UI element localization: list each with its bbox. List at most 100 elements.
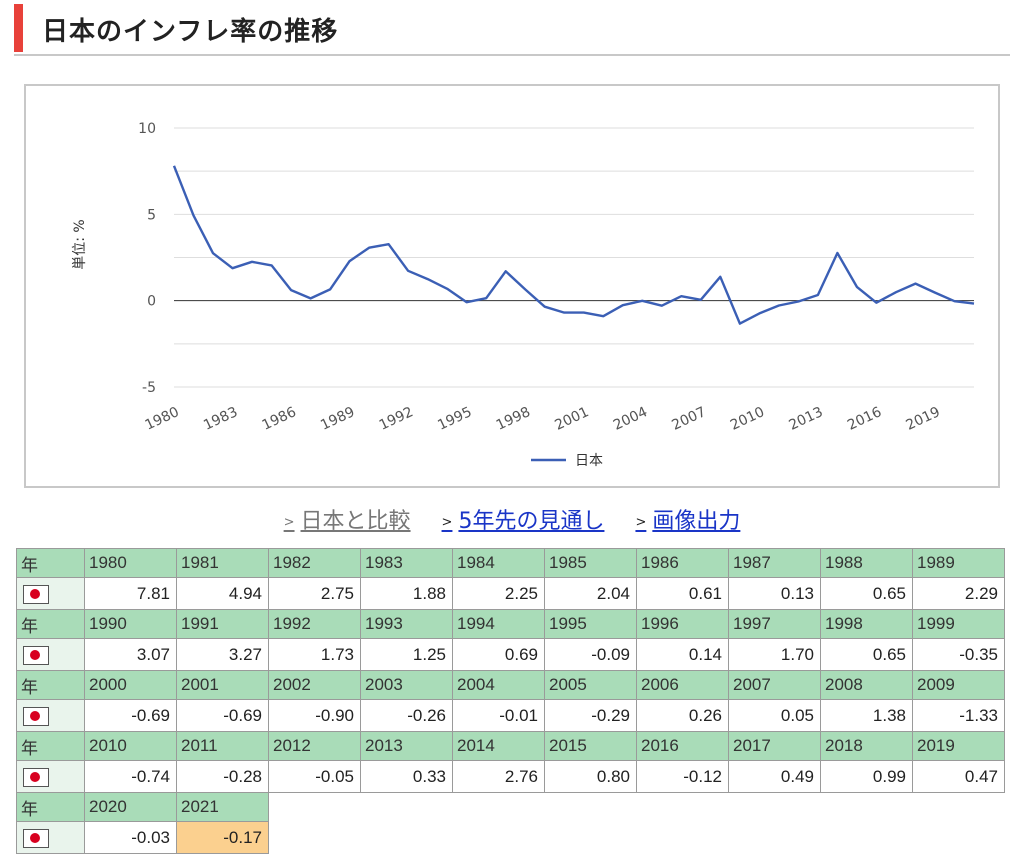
year-cell: 1996 <box>636 609 729 639</box>
x-tick-label: 1995 <box>435 404 474 434</box>
year-cell: 2004 <box>452 670 545 700</box>
year-cell: 2009 <box>912 670 1005 700</box>
year-cell: 1986 <box>636 548 729 578</box>
value-cell: -0.26 <box>360 699 453 732</box>
value-cell: -0.90 <box>268 699 361 732</box>
value-cell: 2.25 <box>452 577 545 610</box>
table-year-row: 年 2010 2011 2012 2013 2014 2015 2016 2017 2018 201… <box>16 731 1005 761</box>
flag-cell <box>16 760 85 793</box>
outlook-link[interactable]: >5年先の見通し <box>442 503 605 535</box>
table-value-row: 3.07 3.27 1.73 1.25 0.69 -0.09 0.14 1.70 0.65 -0.… <box>16 638 1005 671</box>
page-title: 日本のインフレ率の推移 <box>42 17 339 47</box>
flag-sun-disc <box>30 649 40 660</box>
table-year-row: 年 1990 1991 1992 1993 1994 1995 1996 1997 1998 199… <box>16 609 1005 639</box>
value-cell: 0.99 <box>820 760 913 793</box>
y-tick-label: 10 <box>138 121 156 137</box>
y-axis-label: 単位: % <box>72 219 88 269</box>
year-cell: 1998 <box>820 609 913 639</box>
year-cell: 2006 <box>636 670 729 700</box>
value-cell: 0.69 <box>452 638 545 671</box>
year-cell: 1981 <box>176 548 269 578</box>
year-cell: 2020 <box>84 792 177 822</box>
x-tick-label: 2013 <box>787 404 826 434</box>
value-cell: 2.76 <box>452 760 545 793</box>
empty-cell <box>360 821 453 854</box>
value-cell: 2.75 <box>268 577 361 610</box>
x-tick-label: 1998 <box>494 404 533 434</box>
series-line-japan <box>172 165 975 325</box>
year-cell: 1991 <box>176 609 269 639</box>
flag-cell <box>16 577 85 610</box>
x-tick-label: 1980 <box>143 404 182 434</box>
value-cell: 0.61 <box>636 577 729 610</box>
year-cell: 2005 <box>544 670 637 700</box>
empty-cell <box>728 821 821 854</box>
value-cell: 1.73 <box>268 638 361 671</box>
image-output-link[interactable]: > 画像出力 <box>635 503 740 535</box>
x-tick-label: 1992 <box>377 404 416 434</box>
japan-flag-icon <box>23 584 49 604</box>
table-value-row: 7.81 4.94 2.75 1.88 2.25 2.04 0.61 0.13 0.65 2.29 <box>16 577 1005 610</box>
x-tick-label: 2019 <box>904 404 943 434</box>
table-value-row: -0.74 -0.28 -0.05 0.33 2.76 0.80 -0.12 0.49 0.99… <box>16 760 1005 793</box>
year-cell: 2018 <box>820 731 913 761</box>
flag-cell <box>16 638 85 671</box>
table-value-row: -0.69 -0.69 -0.90 -0.26 -0.01 -0.29 0.26 0.05 1.… <box>16 699 1005 732</box>
year-cell: 1985 <box>544 548 637 578</box>
y-tick-label: -5 <box>142 380 156 396</box>
value-cell: 0.33 <box>360 760 453 793</box>
year-cell: 1987 <box>728 548 821 578</box>
value-cell: 2.29 <box>912 577 1005 610</box>
year-cell: 2007 <box>728 670 821 700</box>
value-cell: 4.94 <box>176 577 269 610</box>
year-cell: 2001 <box>176 670 269 700</box>
value-cell: 0.05 <box>728 699 821 732</box>
year-cell: 1980 <box>84 548 177 578</box>
value-cell: -1.33 <box>912 699 1005 732</box>
value-cell: -0.74 <box>84 760 177 793</box>
year-cell: 2017 <box>728 731 821 761</box>
year-cell: 1994 <box>452 609 545 639</box>
empty-cell <box>268 821 361 854</box>
chevron-right-icon: > <box>635 514 647 530</box>
japan-flag-icon <box>23 706 49 726</box>
empty-cell <box>452 792 545 822</box>
year-label-cell: 年 <box>16 609 85 639</box>
japan-flag-icon <box>23 645 49 665</box>
value-cell: 3.07 <box>84 638 177 671</box>
chevron-right-icon: > <box>441 514 453 530</box>
flag-cell <box>16 699 85 732</box>
table-year-row: 年 2000 2001 2002 2003 2004 2005 2006 2007 2008 200… <box>16 670 1005 700</box>
value-cell: 0.47 <box>912 760 1005 793</box>
year-cell: 1982 <box>268 548 361 578</box>
x-tick-label: 2007 <box>669 404 708 434</box>
year-cell: 2021 <box>176 792 269 822</box>
table-value-row: -0.03 -0.17 <box>16 821 1005 854</box>
year-cell: 2014 <box>452 731 545 761</box>
x-tick-label: 2004 <box>611 404 650 434</box>
value-cell: 0.13 <box>728 577 821 610</box>
page-header: 日本のインフレ率の推移 <box>14 4 1010 56</box>
value-cell: -0.01 <box>452 699 545 732</box>
year-cell: 1990 <box>84 609 177 639</box>
year-label-cell: 年 <box>16 548 85 578</box>
empty-cell <box>728 792 821 822</box>
year-cell: 2000 <box>84 670 177 700</box>
year-cell: 2010 <box>84 731 177 761</box>
value-cell: -0.69 <box>84 699 177 732</box>
year-cell: 2011 <box>176 731 269 761</box>
empty-cell <box>452 821 545 854</box>
empty-cell <box>544 821 637 854</box>
inflation-table: 年 1980 1981 1982 1983 1984 1985 1986 1987 1988 198… <box>16 548 1005 854</box>
value-cell: -0.17 <box>176 821 269 854</box>
year-cell: 2008 <box>820 670 913 700</box>
empty-cell <box>268 792 361 822</box>
year-cell: 2016 <box>636 731 729 761</box>
year-cell: 1989 <box>912 548 1005 578</box>
compare-link[interactable]: > 日本と比較 <box>284 503 411 535</box>
chart-svg: 10 5 0 -5 単位: % 1980 1983 1986 1989 1992 1995 1998 2… <box>72 121 975 469</box>
year-cell: 2012 <box>268 731 361 761</box>
flag-sun-disc <box>30 832 40 843</box>
value-cell: 0.14 <box>636 638 729 671</box>
title-accent-bar <box>14 4 23 52</box>
